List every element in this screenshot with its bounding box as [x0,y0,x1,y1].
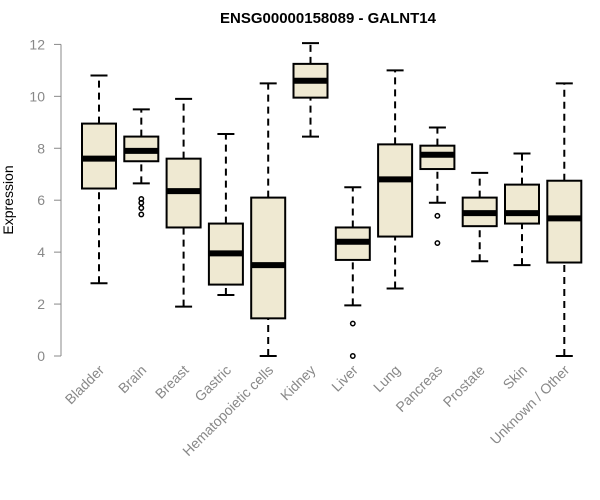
y-tick-label: 10 [29,88,45,104]
outlier-point [138,199,145,206]
y-axis-ticks: 0 2 4 6 8 10 12 [29,36,61,364]
box-liver [334,186,371,359]
x-tick-label: Skin [500,362,531,393]
box-series [81,42,583,359]
box-pancreas [419,126,456,246]
box-brain [123,108,160,218]
y-tick-label: 6 [37,192,45,208]
box-unknown-other [546,82,583,357]
box-breast [165,97,202,308]
y-tick-label: 12 [29,36,45,52]
box-iqr [546,179,583,264]
outlier-point [138,211,145,218]
x-tick-label: Unknown / Other [487,362,573,448]
box-iqr [377,143,414,238]
y-tick-label: 8 [37,140,45,156]
box-prostate [461,171,498,263]
x-tick-label: Breast [152,362,192,402]
chart-title: ENSG00000158089 - GALNT14 [220,10,437,27]
x-tick-label: Kidney [277,362,319,404]
outlier-point [138,205,145,211]
x-tick-label: Lung [370,362,403,395]
box-gastric [207,132,244,296]
x-tick-label: Pancreas [392,362,445,415]
box-skin [504,152,540,267]
y-tick-label: 0 [37,348,45,364]
outlier-point [434,240,441,246]
outlier-point [349,320,356,327]
y-tick-label: 2 [37,296,45,312]
x-tick-label: Liver [328,362,361,395]
x-tick-label: Prostate [440,362,488,410]
box-iqr [504,183,540,225]
box-bladder [81,74,117,285]
y-axis-label: Expression [0,165,16,234]
outlier-point [349,353,356,359]
box-iqr [250,196,287,320]
outlier-point [434,212,441,219]
x-tick-label: Bladder [62,362,108,408]
box-kidney [292,42,329,138]
box-lung [377,69,414,290]
box-hematopoietic-cells [250,82,287,357]
y-tick-label: 4 [37,244,45,260]
x-tick-label: Brain [115,362,149,396]
